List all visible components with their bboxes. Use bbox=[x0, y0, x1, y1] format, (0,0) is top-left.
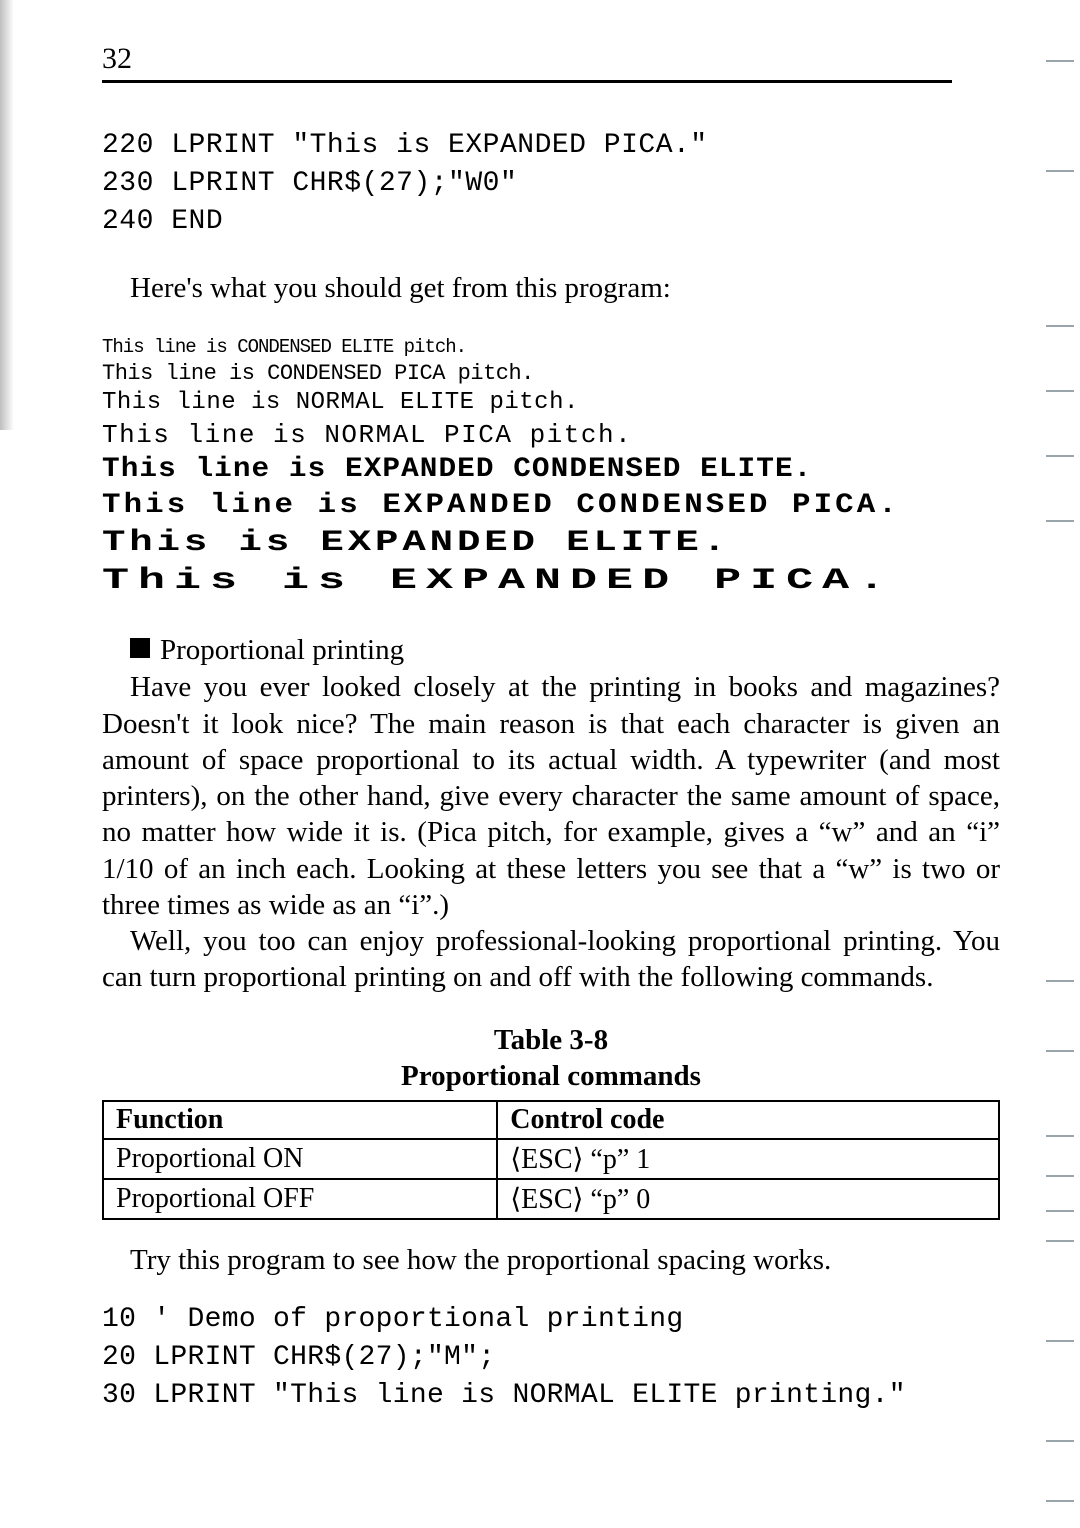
scan-shadow bbox=[0, 0, 14, 430]
header-rule bbox=[102, 80, 952, 83]
table-caption: Table 3-8 Proportional commands bbox=[102, 1022, 1000, 1095]
sample-line: This line is CONDENSED PICA pitch. bbox=[102, 360, 1000, 388]
table-row: Proportional OFF ⟨ESC⟩ “p” 0 bbox=[103, 1179, 999, 1219]
proportional-commands-table: Function Control code Proportional ON ⟨E… bbox=[102, 1100, 1000, 1220]
table-header-cell: Control code bbox=[497, 1101, 999, 1139]
code-block-1: 220 LPRINT "This is EXPANDED PICA." 230 … bbox=[102, 127, 1000, 240]
table-cell: ⟨ESC⟩ “p” 1 bbox=[497, 1139, 999, 1179]
sample-line: This line is EXPANDED CONDENSED ELITE. bbox=[102, 452, 1045, 488]
table-row: Proportional ON ⟨ESC⟩ “p” 1 bbox=[103, 1139, 999, 1179]
table-cell: Proportional OFF bbox=[103, 1179, 497, 1219]
table-header-row: Function Control code bbox=[103, 1101, 999, 1139]
sample-line: This line is EXPANDED CONDENSED PICA. bbox=[102, 488, 1080, 524]
scan-edge-marks bbox=[1040, 0, 1074, 1528]
code-line: 30 LPRINT "This line is NORMAL ELITE pri… bbox=[102, 1380, 906, 1411]
sample-line: This line is CONDENSED ELITE pitch. bbox=[102, 335, 1000, 359]
table-cell: Proportional ON bbox=[103, 1139, 497, 1179]
body-paragraph: Try this program to see how the proporti… bbox=[102, 1244, 1000, 1277]
code-line: 10 ' Demo of proportional printing bbox=[102, 1304, 684, 1335]
body-paragraph: Have you ever looked closely at the prin… bbox=[102, 669, 1000, 923]
table-header-cell: Function bbox=[103, 1101, 497, 1139]
table-caption-line: Proportional commands bbox=[401, 1060, 701, 1092]
section-heading: Proportional printing bbox=[102, 634, 1000, 667]
sample-line: This is EXPANDED ELITE. bbox=[102, 524, 1080, 562]
table-caption-line: Table 3-8 bbox=[494, 1024, 608, 1056]
intro-paragraph: Here's what you should get from this pro… bbox=[102, 272, 1000, 305]
printer-output-sample: This line is CONDENSED ELITE pitch. This… bbox=[102, 335, 1000, 600]
bullet-square-icon bbox=[130, 638, 150, 658]
code-block-2: 10 ' Demo of proportional printing 20 LP… bbox=[102, 1301, 1000, 1414]
section-heading-text: Proportional printing bbox=[160, 634, 404, 666]
sample-line: This line is NORMAL PICA pitch. bbox=[102, 419, 1000, 452]
code-line: 220 LPRINT "This is EXPANDED PICA." bbox=[102, 130, 708, 161]
body-paragraph: Well, you too can enjoy professional-loo… bbox=[102, 923, 1000, 996]
sample-line: This line is NORMAL ELITE pitch. bbox=[102, 388, 1000, 419]
code-line: 20 LPRINT CHR$(27);"M"; bbox=[102, 1342, 495, 1373]
sample-line: This is EXPANDED PICA. bbox=[102, 562, 1080, 600]
table-cell: ⟨ESC⟩ “p” 0 bbox=[497, 1179, 999, 1219]
code-line: 240 END bbox=[102, 206, 223, 237]
code-line: 230 LPRINT CHR$(27);"W0" bbox=[102, 168, 517, 199]
page-number: 32 bbox=[102, 42, 1000, 76]
